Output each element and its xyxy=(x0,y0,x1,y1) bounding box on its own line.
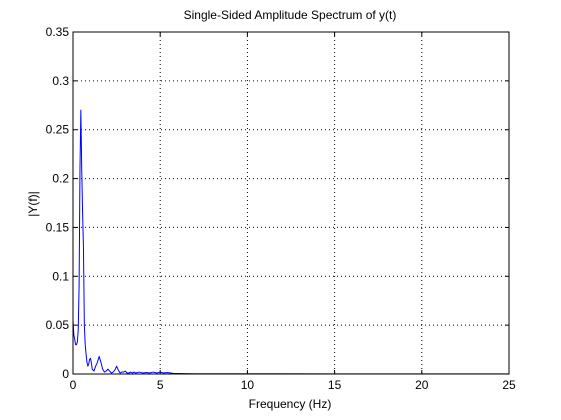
y-tick-label: 0.3 xyxy=(52,74,69,88)
spectrum-line xyxy=(72,109,509,375)
y-tick-label: 0.1 xyxy=(52,269,69,283)
y-tick-labels: 0 0.05 0.1 0.15 0.2 0.25 0.3 0.35 xyxy=(46,25,70,381)
x-tick-label: 20 xyxy=(415,378,429,392)
x-tick-label: 5 xyxy=(157,378,164,392)
chart-title: Single-Sided Amplitude Spectrum of y(t) xyxy=(184,8,397,22)
x-tick-label: 10 xyxy=(241,378,255,392)
y-tick-label: 0.15 xyxy=(46,220,70,234)
grid-layer xyxy=(73,32,509,374)
x-tick-labels: 0 5 10 15 20 25 xyxy=(70,378,516,392)
y-tick-label: 0.2 xyxy=(52,172,69,186)
x-tick-label: 15 xyxy=(328,378,342,392)
series-layer xyxy=(72,109,509,375)
y-tick-label: 0.25 xyxy=(46,123,70,137)
y-tick-label: 0.05 xyxy=(46,318,70,332)
y-axis-label: |Y(f)| xyxy=(26,191,40,217)
x-tick-label: 25 xyxy=(502,378,516,392)
x-axis-label: Frequency (Hz) xyxy=(249,397,332,411)
plot-area-frame xyxy=(72,31,510,375)
y-tick-label: 0 xyxy=(62,367,69,381)
x-tick-label: 0 xyxy=(70,378,77,392)
tick-layer xyxy=(72,31,510,375)
y-tick-label: 0.35 xyxy=(46,25,70,39)
